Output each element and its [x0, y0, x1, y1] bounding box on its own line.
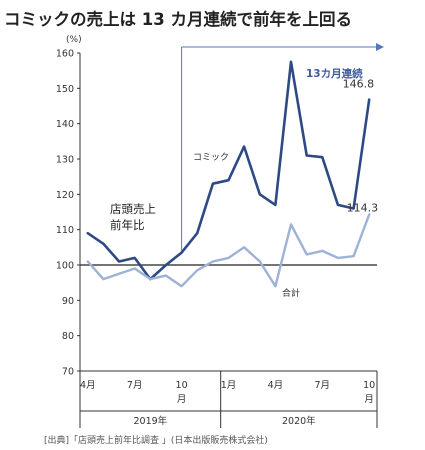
x-tick-label: 4月	[80, 380, 96, 391]
y-tick-label: 140	[56, 119, 74, 130]
y-tick-label: 130	[56, 155, 74, 166]
x-tick-label: 10	[363, 380, 375, 391]
y-tick-label: 90	[62, 296, 74, 307]
chart-title: コミックの売上は 13 カ月連続で前年を上回る	[4, 10, 352, 29]
x-tick-label: 10	[176, 380, 188, 391]
annotation-store-line2: 前年比	[110, 218, 145, 232]
x-tick-label-unit: 月	[364, 394, 374, 405]
series-layer	[86, 60, 371, 288]
x-tick-label: 7月	[127, 380, 143, 391]
streak-arrow-head	[376, 43, 384, 51]
axis-layer: (%) 70 80 90 100 110 120 130 140 150 160 4月 7月 10 月 1月 4…	[56, 35, 378, 428]
annotation-store-line1: 店頭売上	[110, 202, 156, 216]
y-tick-label: 80	[62, 331, 74, 342]
end-label-total: 114.3	[347, 201, 379, 214]
series-label-total: 合計	[282, 287, 300, 299]
y-tick-label: 70	[62, 367, 74, 378]
year-label: 2020年	[282, 415, 316, 427]
x-tick-label: 7月	[315, 380, 331, 391]
y-tick-label: 120	[56, 190, 74, 201]
x-tick-label-unit: 月	[177, 394, 187, 405]
y-tick-label: 100	[56, 261, 74, 272]
y-axis-unit: (%)	[66, 35, 82, 45]
end-label-comic: 146.8	[343, 78, 375, 91]
source-note: [出典]「店頭売上前年比調査 」(日本出版販売株式会社)	[44, 436, 268, 446]
x-tick-label: 1月	[221, 380, 237, 391]
y-tick-label: 150	[56, 84, 74, 95]
series-label-comic: コミック	[193, 152, 229, 163]
series-line-total	[86, 213, 371, 288]
y-tick-label: 110	[56, 225, 74, 236]
year-label: 2019年	[133, 415, 167, 427]
y-tick-label: 160	[56, 49, 74, 60]
series-line-comic	[86, 60, 371, 281]
streak-label: 13カ月連続	[306, 67, 363, 80]
x-tick-label: 4月	[268, 380, 284, 391]
